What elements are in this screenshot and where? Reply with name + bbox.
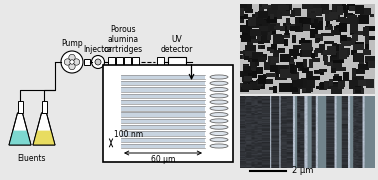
Bar bbox=[107, 57, 115, 68]
Text: Injector: Injector bbox=[84, 44, 113, 53]
Ellipse shape bbox=[210, 138, 228, 142]
Ellipse shape bbox=[210, 125, 228, 129]
Text: 2 μm: 2 μm bbox=[292, 166, 313, 175]
Circle shape bbox=[64, 59, 71, 65]
Polygon shape bbox=[9, 113, 31, 145]
Ellipse shape bbox=[210, 119, 228, 123]
Bar bbox=[121, 75, 205, 79]
Ellipse shape bbox=[210, 100, 228, 104]
Bar bbox=[167, 57, 186, 68]
Text: UV
detector: UV detector bbox=[160, 35, 193, 55]
Bar bbox=[121, 112, 205, 117]
Bar bbox=[42, 101, 46, 113]
Circle shape bbox=[61, 51, 83, 73]
Ellipse shape bbox=[210, 94, 228, 98]
Circle shape bbox=[70, 60, 74, 64]
Circle shape bbox=[73, 59, 80, 65]
Bar bbox=[84, 59, 90, 65]
Bar bbox=[121, 138, 205, 142]
Bar bbox=[121, 81, 205, 86]
Bar bbox=[121, 131, 205, 136]
Bar bbox=[121, 119, 205, 123]
Text: Eluents: Eluents bbox=[18, 154, 46, 163]
Bar bbox=[132, 57, 138, 68]
Bar bbox=[124, 57, 130, 68]
Bar bbox=[121, 144, 205, 148]
Ellipse shape bbox=[210, 106, 228, 110]
Ellipse shape bbox=[210, 81, 228, 85]
Bar bbox=[103, 65, 233, 162]
Polygon shape bbox=[33, 113, 55, 145]
Ellipse shape bbox=[210, 75, 228, 79]
Circle shape bbox=[69, 63, 75, 70]
Bar bbox=[121, 87, 205, 92]
Bar bbox=[17, 101, 23, 113]
Text: 60 μm: 60 μm bbox=[151, 155, 175, 164]
Bar bbox=[121, 94, 205, 98]
Circle shape bbox=[69, 54, 75, 61]
Circle shape bbox=[91, 55, 104, 69]
Text: 100 nm: 100 nm bbox=[114, 130, 143, 139]
Ellipse shape bbox=[210, 144, 228, 148]
Ellipse shape bbox=[210, 87, 228, 92]
Bar bbox=[121, 100, 205, 104]
Text: Pump: Pump bbox=[61, 39, 83, 48]
Bar bbox=[116, 57, 122, 68]
Bar bbox=[121, 106, 205, 111]
Ellipse shape bbox=[210, 131, 228, 136]
Ellipse shape bbox=[210, 113, 228, 117]
Bar bbox=[121, 125, 205, 129]
Polygon shape bbox=[9, 131, 31, 145]
Bar bbox=[156, 57, 164, 68]
Circle shape bbox=[95, 59, 101, 65]
Polygon shape bbox=[33, 131, 55, 145]
Text: Porous
alumina
cartridges: Porous alumina cartridges bbox=[104, 25, 143, 55]
